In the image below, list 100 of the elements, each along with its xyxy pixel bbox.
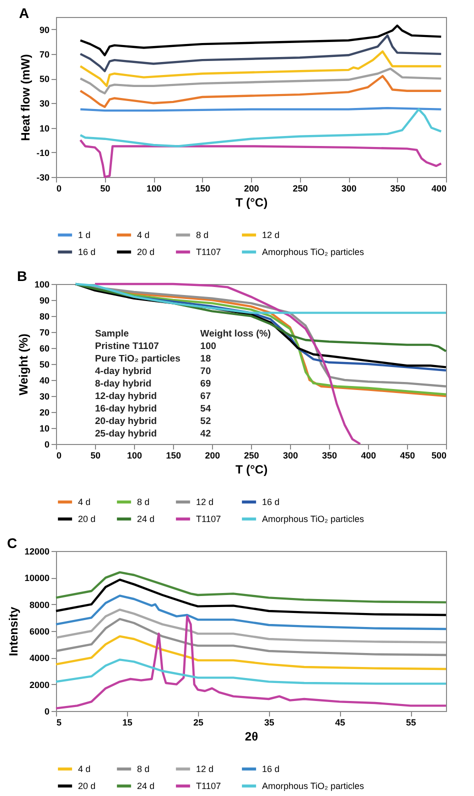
legend-label: Amorphous TiO₂ particles — [262, 514, 365, 524]
x-tick-label: 200 — [244, 184, 260, 194]
y-tick-label: -30 — [36, 172, 50, 182]
y-tick-label: 4000 — [29, 653, 50, 664]
x-tick-label: 300 — [282, 450, 298, 460]
y-tick-label: 40 — [39, 376, 50, 386]
legend-label: Amorphous TiO₂ particles — [262, 247, 365, 257]
x-tick-label: 45 — [335, 718, 346, 728]
x-tick-label: 0 — [56, 450, 62, 460]
legend-label: 20 d — [78, 514, 96, 524]
legend-label: 8 d — [137, 764, 150, 774]
x-tick-label: 300 — [341, 184, 357, 194]
x-tick-label: 200 — [204, 450, 220, 460]
line-series — [54, 578, 448, 616]
x-tick-label: 50 — [90, 450, 101, 460]
x-tick-label: 150 — [166, 450, 182, 460]
y-tick-label: 6000 — [29, 626, 50, 636]
y-tick-label: 50 — [39, 74, 50, 84]
y-tick-label: 90 — [39, 296, 50, 306]
y-tick-label: 10 — [39, 123, 50, 134]
annotation: 18 — [200, 354, 211, 365]
x-tick-label: 500 — [431, 450, 446, 460]
annotation: 16-day hybrid — [95, 404, 157, 415]
line-series — [74, 282, 448, 314]
annotation: 52 — [200, 416, 211, 428]
legend-label: 4 d — [137, 230, 150, 240]
x-axis-title: T (°C) — [235, 196, 268, 210]
x-tick-label: 250 — [292, 184, 308, 194]
line-series — [54, 571, 448, 604]
annotation: 12-day hybrid — [95, 391, 157, 402]
legend-label: 8 d — [196, 230, 209, 240]
x-tick-label: 350 — [390, 184, 406, 194]
legend-label: 12 d — [262, 230, 280, 240]
y-axis-title: Heat flow (mW) — [18, 54, 32, 141]
legend-label: T1107 — [196, 781, 221, 791]
y-tick-label: 90 — [39, 24, 50, 35]
annotation: 70 — [200, 366, 211, 378]
y-tick-label: 50 — [39, 360, 50, 370]
x-tick-label: 350 — [322, 450, 338, 460]
y-tick-label: 100 — [34, 280, 50, 290]
annotation: 25-day hybrid — [95, 428, 157, 440]
line-series — [54, 608, 448, 644]
x-tick-label: 100 — [146, 184, 162, 194]
annotation: 42 — [200, 428, 211, 440]
legend-label: 16 d — [262, 497, 280, 507]
y-tick-label: 0 — [44, 440, 50, 450]
x-tick-label: 35 — [264, 718, 274, 728]
legend-label: 16 d — [262, 764, 280, 774]
line-series — [79, 138, 442, 178]
x-axis-title: 2θ — [244, 730, 258, 744]
annotation: 69 — [200, 378, 211, 390]
line-series — [74, 282, 448, 352]
line-series — [79, 50, 442, 88]
y-tick-label: 80 — [39, 312, 50, 322]
y-tick-label: -10 — [36, 148, 50, 158]
y-tick-label: 30 — [39, 392, 50, 402]
legend-label: 20 d — [78, 781, 96, 791]
y-tick-label: 0 — [44, 706, 50, 716]
x-tick-label: 400 — [431, 184, 446, 194]
legend-label: 20 d — [137, 247, 155, 257]
chart-title: C — [6, 535, 18, 551]
y-tick-label: 10 — [39, 424, 50, 434]
line-series — [79, 74, 442, 108]
annotation: Pristine T1107 — [95, 341, 159, 352]
legend-label: Amorphous TiO₂ particles — [262, 781, 365, 791]
y-tick-label: 30 — [39, 98, 50, 109]
annotation: 4-day hybrid — [95, 366, 152, 378]
line-series — [79, 108, 442, 148]
legend-label: 4 d — [78, 764, 91, 774]
annotation: Weight loss (%) — [200, 328, 271, 340]
legend-label: 8 d — [137, 497, 150, 507]
x-tick-label: 55 — [406, 718, 416, 728]
line-series — [79, 68, 442, 94]
y-axis-title: Weight (%) — [16, 334, 30, 396]
y-axis-title: Intensity — [6, 606, 20, 656]
annotation: Pure TiO₂ particles — [95, 354, 180, 365]
chart-title: B — [16, 268, 28, 284]
annotation: Sample — [95, 328, 129, 340]
x-tick-label: 15 — [122, 718, 132, 728]
y-tick-label: 10000 — [24, 573, 50, 584]
x-tick-label: 150 — [195, 184, 210, 194]
legend-label: T1107 — [196, 514, 221, 524]
y-tick-label: 60 — [39, 344, 50, 354]
legend-label: 4 d — [78, 497, 91, 507]
legend-label: T1107 — [196, 247, 221, 257]
line-series — [54, 594, 448, 630]
annotation: 8-day hybrid — [95, 378, 152, 390]
chart-title: A — [18, 5, 30, 21]
line-series — [79, 24, 442, 56]
annotation: 100 — [200, 341, 216, 352]
legend-label: 24 d — [137, 514, 155, 524]
y-tick-label: 2000 — [29, 680, 50, 690]
x-tick-label: 0 — [56, 184, 62, 194]
x-tick-label: 100 — [126, 450, 142, 460]
line-series — [54, 635, 448, 670]
x-tick-label: 25 — [193, 718, 204, 728]
x-tick-label: 250 — [244, 450, 260, 460]
y-tick-label: 20 — [39, 408, 50, 418]
y-tick-label: 8000 — [29, 600, 50, 610]
x-tick-label: 50 — [100, 184, 110, 194]
